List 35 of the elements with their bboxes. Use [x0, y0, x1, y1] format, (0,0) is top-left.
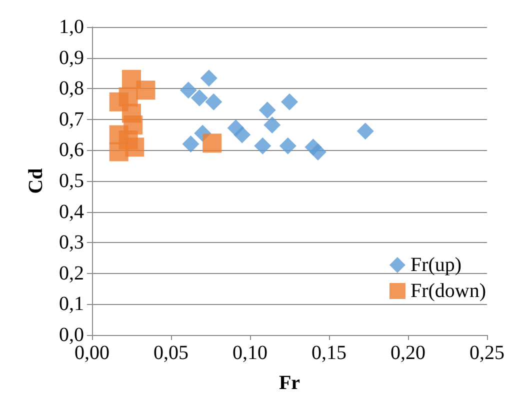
- point: [309, 144, 326, 161]
- y-tick-label: 0,1: [59, 293, 84, 316]
- point: [356, 122, 374, 140]
- x-tick-label: 0,20: [390, 342, 426, 364]
- y-tick-label: 0,7: [59, 108, 84, 130]
- x-tick-label: 0,10: [232, 342, 268, 364]
- point: [264, 116, 281, 134]
- y-tick-label: 0,4: [59, 200, 84, 223]
- y-tick-label: 1,0: [59, 16, 84, 38]
- point: [279, 137, 296, 154]
- point: [205, 93, 222, 110]
- point: [190, 89, 208, 106]
- y-tick-label: 0,8: [59, 78, 84, 100]
- point: [200, 70, 218, 87]
- point: [136, 80, 156, 100]
- point: [254, 137, 272, 154]
- x-tick-label: 0,05: [154, 342, 188, 364]
- point: [180, 82, 197, 99]
- y-tick-label: 0,3: [59, 232, 84, 254]
- point: [182, 136, 200, 153]
- x-tick-label: 0,15: [312, 342, 346, 364]
- point: [281, 93, 298, 110]
- y-tick-label: 0,9: [59, 46, 84, 69]
- point: [118, 130, 138, 150]
- y-tick-label: 0,2: [59, 262, 84, 284]
- x-tick-label: 0,25: [470, 342, 504, 364]
- y-tick-label: 0,6: [59, 139, 84, 162]
- y-axis-title: Cd: [25, 168, 47, 194]
- legend-label: Fr(up): [410, 254, 462, 276]
- x-axis-title: Fr: [278, 372, 300, 394]
- legend-label: Fr(down): [410, 280, 486, 302]
- point: [258, 102, 276, 119]
- y-tick-label: 0,5: [59, 170, 84, 192]
- point: [202, 134, 222, 153]
- point: [234, 126, 251, 144]
